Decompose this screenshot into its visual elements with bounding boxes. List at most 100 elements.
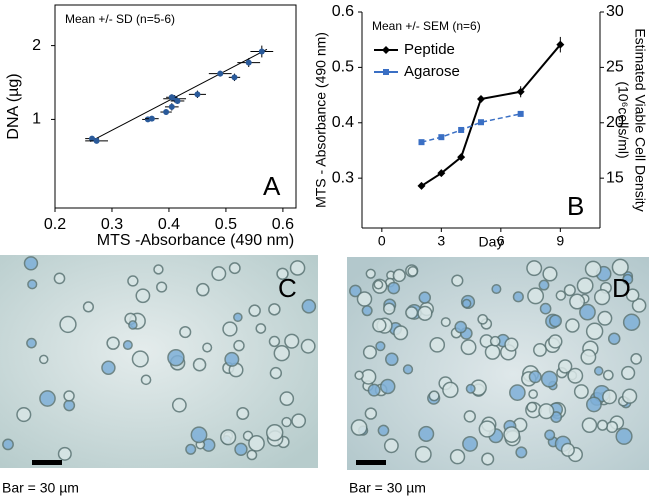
cell xyxy=(584,260,602,278)
cell xyxy=(593,366,604,376)
cell xyxy=(192,357,207,372)
legend-label: Peptide xyxy=(404,41,455,58)
cell xyxy=(27,279,38,290)
cell xyxy=(2,438,14,451)
cell xyxy=(156,281,168,293)
cell xyxy=(542,266,558,282)
cell xyxy=(393,325,409,341)
y-tick-label: 0.3 xyxy=(332,169,354,186)
cell xyxy=(16,407,32,423)
x-tick-label: 0.2 xyxy=(44,216,66,233)
panel-label: A xyxy=(263,171,281,201)
cell xyxy=(548,334,563,349)
cell xyxy=(402,364,414,375)
cell xyxy=(567,367,584,384)
cell xyxy=(211,266,227,282)
cell xyxy=(576,277,594,295)
cell xyxy=(354,370,364,381)
cell xyxy=(269,366,283,380)
cell xyxy=(365,268,376,279)
cell xyxy=(279,391,295,406)
cell xyxy=(557,359,573,374)
marker xyxy=(438,134,445,141)
cell xyxy=(414,445,432,463)
cell xyxy=(375,341,386,352)
cell xyxy=(202,342,213,353)
y-tick-label: 0.6 xyxy=(332,3,354,20)
marker xyxy=(477,94,485,103)
cell xyxy=(478,420,496,438)
fit-line xyxy=(90,48,268,143)
cell xyxy=(23,256,39,271)
cell xyxy=(377,424,390,437)
cell xyxy=(248,434,265,452)
cell xyxy=(544,429,556,441)
panel-label: C xyxy=(278,273,297,303)
cells-d xyxy=(349,258,647,466)
point xyxy=(89,135,96,142)
y2-tick-label: 30 xyxy=(606,3,624,20)
cell xyxy=(465,383,476,394)
cell xyxy=(63,390,75,402)
cell xyxy=(418,291,432,304)
marker xyxy=(417,181,426,190)
cell xyxy=(82,301,94,313)
cell xyxy=(560,442,575,457)
cell xyxy=(440,317,451,328)
cell xyxy=(428,390,440,402)
cell xyxy=(602,369,614,381)
y2-tick-label: 20 xyxy=(606,114,624,131)
cell xyxy=(38,354,49,365)
cell xyxy=(385,352,399,367)
cell xyxy=(185,443,197,455)
cell xyxy=(565,318,580,333)
cell xyxy=(140,374,152,386)
cell xyxy=(481,452,495,466)
cell xyxy=(538,279,550,291)
cell xyxy=(248,304,261,317)
cell xyxy=(233,339,245,352)
cell xyxy=(220,429,237,446)
y2-axis-label: Estimated Viable Cell Density xyxy=(632,28,648,211)
cell xyxy=(625,288,640,303)
scale-bar xyxy=(356,460,386,465)
cell xyxy=(196,282,210,297)
series-line xyxy=(420,44,562,187)
cell xyxy=(190,426,208,444)
cell xyxy=(122,340,133,351)
cell xyxy=(276,267,289,281)
cell xyxy=(442,381,459,399)
cell xyxy=(281,416,292,428)
cell xyxy=(364,407,378,420)
cell xyxy=(284,333,300,349)
cell xyxy=(26,337,37,349)
cell xyxy=(528,389,539,400)
y2-tick-label: 25 xyxy=(606,59,624,76)
y-tick-label: 2 xyxy=(32,37,41,54)
cell xyxy=(372,318,387,333)
x-axis-label: MTS -Absorbance (490 nm) xyxy=(97,232,294,249)
cell xyxy=(63,399,76,412)
cell xyxy=(540,370,558,388)
cell xyxy=(548,314,562,328)
point xyxy=(168,103,175,110)
x-tick-label: 3 xyxy=(437,233,445,249)
cell xyxy=(128,320,138,330)
y2-tick-label: 15 xyxy=(606,169,624,186)
x-tick-label: 6 xyxy=(497,233,505,249)
scale-bar xyxy=(32,460,62,465)
cell xyxy=(246,449,258,461)
cell xyxy=(224,351,240,367)
x-tick-label: 0.5 xyxy=(215,216,237,233)
x-tick-label: 9 xyxy=(556,233,564,249)
cell xyxy=(39,390,56,407)
marker xyxy=(517,110,524,117)
cell xyxy=(504,337,519,352)
point xyxy=(148,115,155,122)
cell xyxy=(301,299,317,314)
point xyxy=(231,74,238,81)
cell xyxy=(503,426,521,443)
cell xyxy=(538,403,555,420)
cell xyxy=(429,337,446,353)
